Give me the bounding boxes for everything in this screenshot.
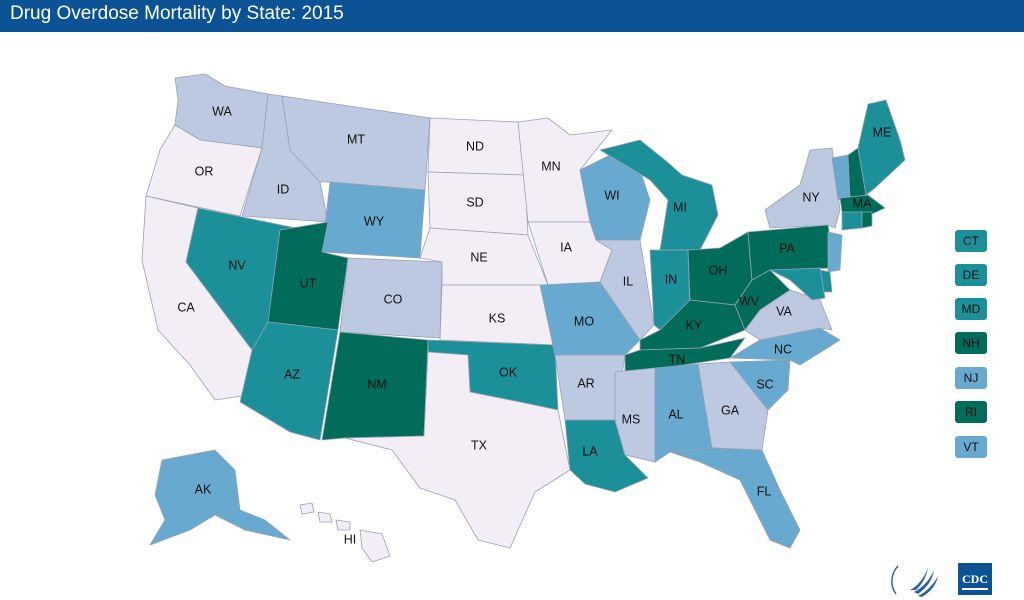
label-UT: UT [300, 276, 317, 290]
state-MS[interactable] [614, 367, 656, 463]
label-OK: OK [499, 365, 518, 379]
label-FL: FL [757, 484, 772, 498]
label-GA: GA [721, 403, 740, 417]
label-MN: MN [541, 159, 560, 173]
label-TX: TX [471, 438, 488, 452]
label-ME: ME [873, 125, 892, 139]
cdc-logo-text: CDC [962, 572, 988, 586]
legend-label: CT [963, 234, 979, 248]
page-title: Drug Overdose Mortality by State: 2015 [10, 3, 344, 24]
state-GA[interactable] [697, 361, 769, 451]
state-SC[interactable] [729, 359, 791, 411]
label-AZ: AZ [284, 367, 300, 381]
label-NV: NV [228, 258, 246, 272]
label-WY: WY [364, 214, 385, 228]
label-WA: WA [212, 104, 232, 118]
label-SD: SD [466, 195, 483, 209]
state-OR[interactable] [145, 124, 263, 217]
label-AR: AR [577, 376, 594, 390]
state-ME[interactable] [857, 99, 906, 196]
label-AL: AL [668, 407, 683, 421]
state-HI[interactable] [299, 502, 391, 563]
state-NJ[interactable] [827, 231, 843, 273]
label-IL: IL [623, 274, 633, 288]
legend-label: NJ [963, 371, 979, 385]
label-NY: NY [802, 190, 820, 204]
cdc-logo: CDC [958, 563, 992, 595]
label-LA: LA [582, 444, 598, 458]
label-ND: ND [466, 139, 484, 153]
state-NY[interactable] [764, 147, 841, 229]
label-AK: AK [195, 482, 212, 496]
legend-item-ri[interactable]: RI [955, 401, 987, 423]
state-labels: WA OR CA ID MT WY NV UT AZ CO NM ND SD N… [177, 104, 891, 546]
label-WI: WI [604, 188, 619, 202]
label-MS: MS [622, 412, 641, 426]
label-OH: OH [709, 263, 728, 277]
state-FL[interactable] [669, 447, 801, 549]
label-IA: IA [560, 240, 572, 254]
label-HI: HI [344, 532, 357, 546]
label-ID: ID [277, 182, 290, 196]
state-CT[interactable] [841, 211, 863, 231]
legend-label: VT [963, 440, 979, 454]
state-MO[interactable] [539, 281, 641, 356]
label-SC: SC [756, 377, 773, 391]
legend-item-md[interactable]: MD [955, 298, 987, 320]
label-MI: MI [673, 200, 687, 214]
label-KS: KS [489, 311, 506, 325]
legend-label: RI [965, 405, 977, 419]
label-OR: OR [195, 164, 214, 178]
label-MT: MT [347, 132, 365, 146]
label-PA: PA [779, 241, 795, 255]
legend-label: NH [962, 336, 980, 350]
label-CA: CA [177, 300, 195, 314]
state-MD[interactable] [769, 267, 826, 301]
label-WV: WV [739, 294, 760, 308]
state-AZ[interactable] [239, 321, 339, 441]
label-KY: KY [686, 318, 703, 332]
label-MO: MO [574, 314, 594, 328]
label-TN: TN [669, 352, 686, 366]
hhs-eagle-icon [891, 565, 938, 597]
legend-item-nh[interactable]: NH [955, 332, 987, 354]
label-NE: NE [470, 250, 487, 264]
legend-item-ct[interactable]: CT [955, 230, 987, 252]
legend-label: MD [961, 302, 981, 316]
label-CO: CO [384, 292, 403, 306]
state-RI[interactable] [861, 211, 873, 229]
state-MA[interactable] [839, 194, 886, 215]
legend-item-de[interactable]: DE [955, 264, 987, 286]
header-bar: Drug Overdose Mortality by State: 2015 [0, 0, 1024, 32]
state-MI[interactable] [599, 139, 719, 251]
label-MA: MA [853, 196, 872, 210]
legend-item-vt[interactable]: VT [955, 436, 987, 458]
legend-item-nj[interactable]: NJ [955, 367, 987, 389]
state-AK[interactable] [149, 449, 291, 546]
label-NM: NM [367, 377, 386, 391]
label-IN: IN [665, 272, 678, 286]
label-NC: NC [774, 342, 792, 356]
state-TX[interactable] [344, 351, 571, 549]
legend-label: DE [962, 268, 980, 282]
label-VA: VA [776, 304, 792, 318]
